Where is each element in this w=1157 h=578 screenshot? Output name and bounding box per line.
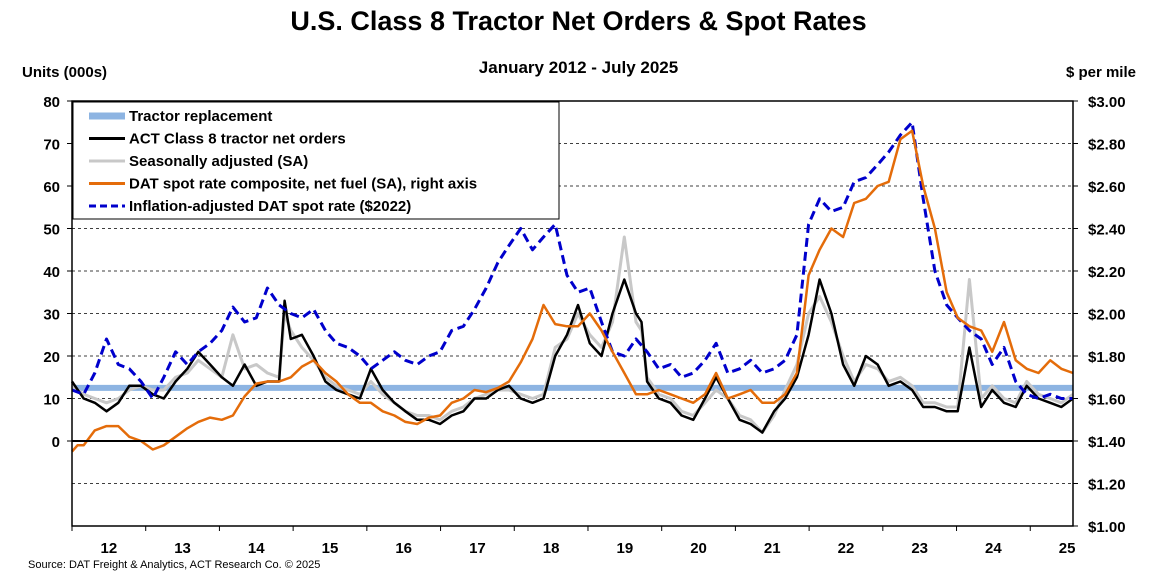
x-tick-label: 13 [174, 540, 191, 557]
series-spot-line [71, 129, 1074, 453]
chart-title: U.S. Class 8 Tractor Net Orders & Spot R… [290, 6, 867, 36]
x-tick-label: 18 [543, 540, 560, 557]
right-tick-label: $1.80 [1088, 349, 1126, 366]
left-tick-label: 50 [43, 222, 60, 239]
x-tick-label: 23 [911, 540, 928, 557]
x-tick-label: 16 [395, 540, 412, 557]
right-tick-label: $2.20 [1088, 264, 1126, 281]
right-tick-label: $1.40 [1088, 434, 1126, 451]
x-tick-label: 21 [764, 540, 781, 557]
left-tick-label: 0 [52, 434, 60, 451]
x-tick-label: 22 [838, 540, 855, 557]
chart-subtitle: January 2012 - July 2025 [478, 58, 679, 77]
right-tick-label: $2.40 [1088, 222, 1126, 239]
x-tick-label: 24 [985, 540, 1002, 557]
right-axis-label: $ per mile [1065, 64, 1136, 81]
legend-box [72, 101, 560, 220]
series-inflation-line [71, 120, 1073, 400]
x-tick-label: 19 [616, 540, 633, 557]
left-axis-label: Units (000s) [22, 64, 108, 81]
source-note: Source: DAT Freight & Analytics, ACT Res… [28, 559, 321, 571]
right-tick-label: $2.60 [1088, 179, 1126, 196]
left-tick-label: 30 [43, 307, 60, 324]
axes: 80 70 60 50 40 30 20 10 0 $3.00 $2.80 $2.60 $2.40 $2.… [43, 94, 1125, 557]
left-tick-label: 80 [43, 94, 60, 111]
legend: Tractor replacement ACT Class 8 tractor n… [72, 101, 560, 220]
legend-label: Seasonally adjusted (SA) [129, 153, 308, 170]
right-tick-label: $3.00 [1088, 94, 1126, 111]
legend-label: DAT spot rate composite, net fuel (SA), … [129, 176, 477, 193]
series-sa-line [71, 235, 1074, 434]
x-tick-label: 25 [1059, 540, 1076, 557]
left-tick-label: 40 [43, 264, 60, 281]
grid-lines [72, 143, 1073, 484]
right-tick-label: $1.20 [1088, 477, 1126, 494]
right-tick-label: $1.60 [1088, 392, 1126, 409]
x-tick-label: 14 [248, 540, 265, 557]
x-tick-label: 12 [101, 540, 118, 557]
x-tick-label: 20 [690, 540, 707, 557]
left-tick-label: 20 [43, 349, 60, 366]
legend-label: ACT Class 8 tractor net orders [129, 131, 346, 148]
series-net-orders-line [70, 278, 1074, 434]
right-tick-label: $2.80 [1088, 137, 1126, 154]
left-tick-label: 70 [43, 137, 60, 154]
left-tick-label: 60 [43, 179, 60, 196]
legend-label: Tractor replacement [129, 108, 272, 125]
x-tick-label: 15 [322, 540, 339, 557]
left-tick-label: 10 [43, 392, 60, 409]
right-tick-label: $1.00 [1088, 519, 1126, 536]
x-tick-label: 17 [469, 540, 486, 557]
legend-label: Inflation-adjusted DAT spot rate ($2022) [129, 198, 411, 215]
series-layer [70, 120, 1074, 453]
right-tick-label: $2.00 [1088, 307, 1126, 324]
